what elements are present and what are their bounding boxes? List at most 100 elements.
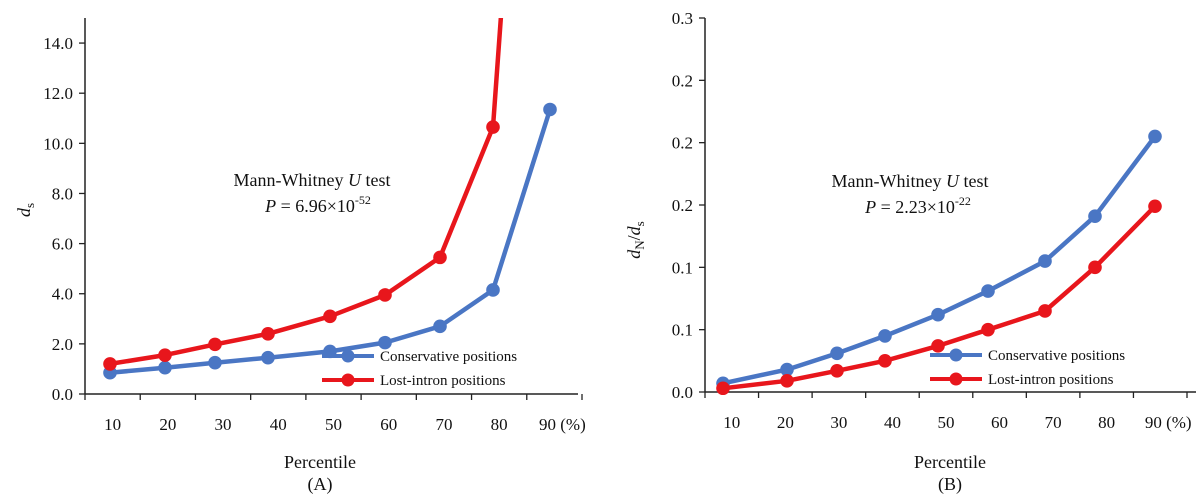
panel-b-x-tick-label: 30	[830, 413, 847, 432]
panel-b-y-tick-label: 0.1	[672, 321, 693, 340]
panel-a-series-1-point	[378, 288, 392, 302]
panel-b-y-tick-label: 0.3	[672, 9, 693, 28]
panel-b-x-tick-label: 20	[777, 413, 794, 432]
panel-b-y-tick-label: 0.0	[672, 383, 693, 402]
panel-b-series-0-point	[1148, 129, 1162, 144]
panel-b-tag: (B)	[938, 474, 962, 494]
panel-a-series-1-point	[323, 309, 337, 324]
panel-a-series-1-point	[486, 120, 500, 134]
panel-a-x-tick-label: 40	[270, 415, 287, 434]
panel-a-x-tick-label: 30	[215, 415, 232, 434]
panel-a-legend-conservative-label: Conservative positions	[380, 349, 517, 365]
panel-b-y-tick-label: 0.2	[672, 71, 693, 90]
panel-b-x-tick-label: 70	[1045, 413, 1062, 432]
panel-a-y-tick-label: 0.0	[52, 385, 73, 404]
panel-b-series-0-point	[830, 346, 844, 361]
panel-b-legend: Conservative positions Lost-intron posit…	[930, 348, 1125, 388]
panel-b-legend-lost-marker	[949, 372, 963, 386]
panel-b-ylabel: dN/ds	[624, 221, 647, 258]
panel-b-y-tick-label: 0.2	[672, 134, 693, 153]
panel-b-x-tick-label: 10	[723, 413, 740, 432]
panel-b-series-0-point	[1038, 254, 1052, 268]
panel-a-ylabel: ds	[14, 203, 37, 217]
panel-a-legend-conservative-marker	[341, 349, 355, 363]
panel-a-xlabel: Percentile	[284, 452, 356, 472]
panel-a-y-tick-label: 4.0	[52, 285, 73, 304]
panel-b-xlabel: Percentile	[914, 452, 986, 472]
panel-b-series-1-point	[716, 381, 730, 396]
panel-b-series-0-point	[1088, 209, 1102, 224]
panel-b-series-1-point	[1148, 199, 1162, 214]
panel-a-y-tick-label: 12.0	[43, 84, 73, 103]
panel-a-series-0-point	[486, 283, 500, 297]
panel-a-annotation-line1: Mann-Whitney U test	[234, 170, 391, 190]
panel-a-y-tick-label: 6.0	[52, 235, 73, 254]
panel-b-annotation-line2: P = 2.23×10-22	[864, 194, 971, 217]
panel-b-legend-conservative-label: Conservative positions	[988, 348, 1125, 364]
panel-a-legend-lost-marker	[341, 373, 355, 387]
panel-a-y-tick-label: 14.0	[43, 34, 73, 53]
panel-b: 0.0 0.1 0.1 0.2 0.2 0.2 0.3 10 20 30 40 50 60 70 80 90…	[624, 9, 1196, 494]
panel-a-series-0-point	[261, 350, 275, 365]
panel-b-annotation: Mann-Whitney U test P = 2.23×10-22	[832, 171, 989, 217]
panel-b-series-1-point	[780, 373, 794, 388]
panel-a-y-tick-label: 2.0	[52, 335, 73, 354]
panel-a-x-tick-label: 10	[104, 415, 121, 434]
panel-b-series-1-point	[1038, 304, 1052, 318]
panel-b-x-tick-label: 50	[938, 413, 955, 432]
panel-a-x-tick-label: 50	[325, 415, 342, 434]
panel-b-legend-conservative-marker	[949, 348, 963, 362]
panel-a-series-0-point	[433, 319, 447, 334]
panel-a-series-0-point	[208, 355, 222, 370]
panel-b-series	[716, 129, 1162, 396]
panel-a: 0.0 2.0 4.0 6.0 8.0 10.0 12.0 14.0 10 20 30 40 50 60…	[14, 18, 586, 494]
panel-a-legend-lost-label: Lost-intron positions	[380, 373, 506, 389]
panel-a-series-0-point	[158, 360, 172, 375]
panel-a-y-ticks: 0.0 2.0 4.0 6.0 8.0 10.0 12.0 14.0	[43, 34, 85, 404]
panel-a-legend-conservative: Conservative positions	[322, 349, 517, 365]
panel-b-series-1-point	[931, 339, 945, 353]
panel-b-series-1-point	[878, 354, 892, 368]
panel-a-legend: Conservative positions Lost-intron posit…	[322, 349, 517, 389]
panel-b-x-tick-label: 90 (%)	[1145, 413, 1192, 432]
panel-b-y-tick-label: 0.1	[672, 258, 693, 277]
panel-a-y-tick-label: 8.0	[52, 184, 73, 203]
panel-b-series-0-point	[981, 284, 995, 298]
panel-a-series-1-point	[158, 348, 172, 362]
panel-a-series-1-point	[433, 250, 447, 265]
panel-b-x-tick-label: 40	[884, 413, 901, 432]
panel-a-x-ticks: 10 20 30 40 50 60 70 80 90 (%)	[84, 394, 586, 434]
panel-b-x-tick-label: 80	[1098, 413, 1115, 432]
panel-b-series-1-point	[1088, 260, 1102, 275]
panel-b-y-tick-label: 0.2	[672, 196, 693, 215]
panel-a-x-tick-label: 60	[380, 415, 397, 434]
panel-a-tag: (A)	[308, 474, 333, 494]
panel-a-x-tick-label: 80	[491, 415, 508, 434]
panel-a-series-1-point	[261, 327, 275, 341]
panel-b-legend-lost-label: Lost-intron positions	[988, 372, 1114, 388]
panel-b-series-0-point	[780, 362, 794, 377]
panel-b-series-1-point	[830, 364, 844, 378]
panel-a-series	[103, 18, 557, 380]
panel-b-series-0-point	[878, 329, 892, 343]
panel-b-annotation-line1: Mann-Whitney U test	[832, 171, 989, 191]
panel-a-x-tick-label: 70	[435, 415, 452, 434]
panel-b-legend-lost: Lost-intron positions	[930, 372, 1114, 388]
panel-a-x-tick-label: 20	[159, 415, 176, 434]
panel-b-x-tick-label: 60	[991, 413, 1008, 432]
panel-a-y-tick-label: 10.0	[43, 134, 73, 153]
panel-b-series-1-point	[981, 322, 995, 337]
panel-a-series-0-point	[378, 335, 392, 350]
panel-a-series-1-point	[208, 337, 222, 352]
panel-a-legend-lost: Lost-intron positions	[322, 373, 506, 389]
panel-a-annotation-line2: P = 6.96×10-52	[264, 193, 371, 216]
panel-b-series-0-point	[931, 307, 945, 322]
panel-a-series-1-point	[103, 357, 117, 371]
panel-b-y-ticks: 0.0 0.1 0.1 0.2 0.2 0.2 0.3	[672, 9, 705, 402]
panel-b-legend-conservative: Conservative positions	[930, 348, 1125, 364]
panel-a-series-0-point	[543, 102, 557, 117]
panel-a-annotation: Mann-Whitney U test P = 6.96×10-52	[234, 170, 391, 216]
panel-a-x-tick-label: 90 (%)	[539, 415, 586, 434]
panel-b-x-ticks: 10 20 30 40 50 60 70 80 90 (%)	[704, 392, 1192, 432]
